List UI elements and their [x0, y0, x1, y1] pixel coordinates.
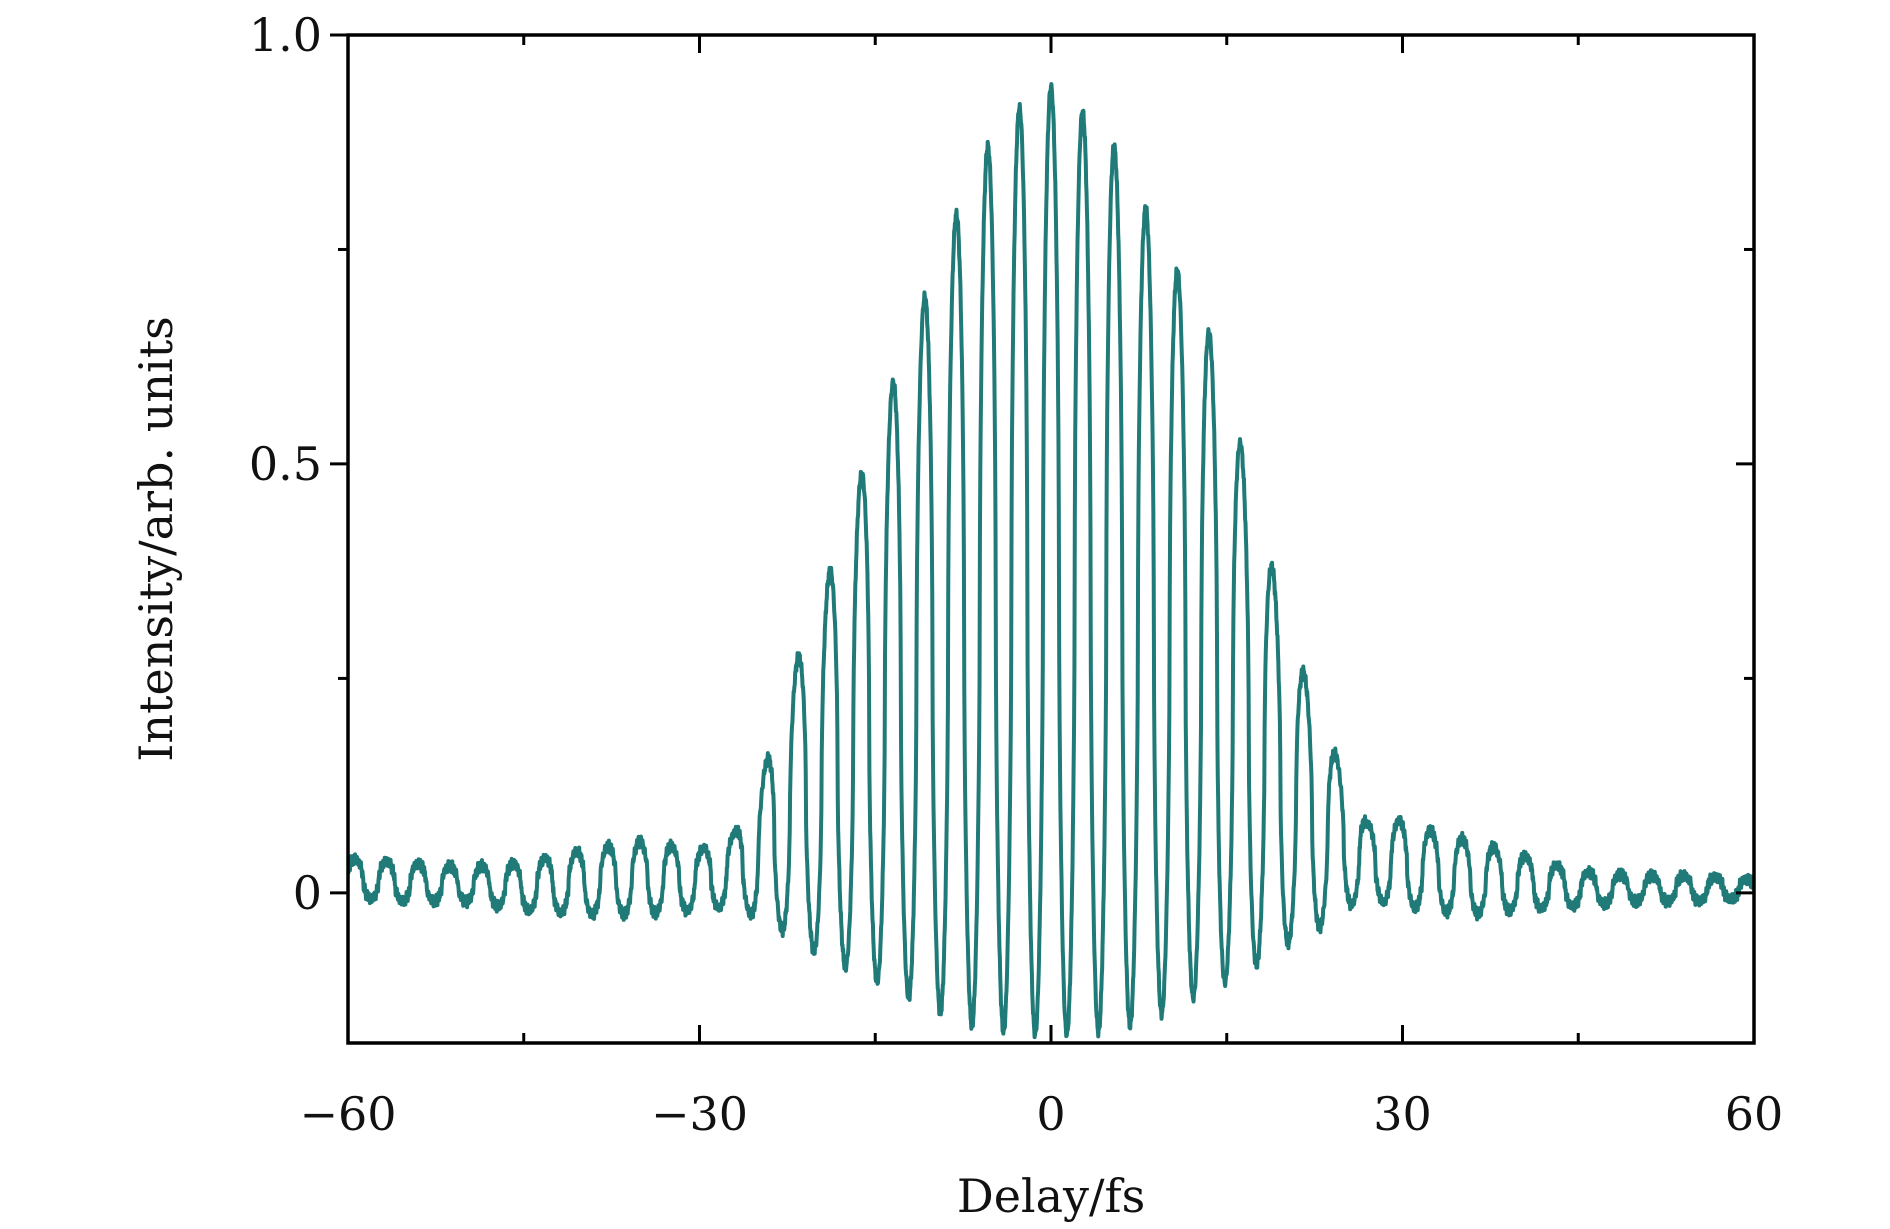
y-tick-label: 0 — [293, 866, 322, 920]
x-tick-label: 30 — [1373, 1087, 1432, 1141]
y-tick-label: 0.5 — [249, 437, 322, 491]
series-line-0 — [348, 82, 1754, 1040]
x-tick-label: 0 — [1036, 1087, 1065, 1141]
x-tick-label: −30 — [651, 1087, 748, 1141]
ticks-layer — [330, 33, 1756, 1043]
plot-frame — [346, 33, 1756, 1045]
x-tick-label: 60 — [1725, 1087, 1784, 1141]
y-axis-title: Intensity/arb. units — [129, 316, 183, 762]
x-tick-label: −60 — [299, 1087, 396, 1141]
tick-labels: −60 −30 0 30 60 0 0.5 1.0 — [249, 8, 1783, 1141]
series-layer — [348, 82, 1754, 1040]
x-axis-title: Delay/fs — [957, 1169, 1145, 1223]
y-tick-label: 1.0 — [249, 8, 322, 62]
